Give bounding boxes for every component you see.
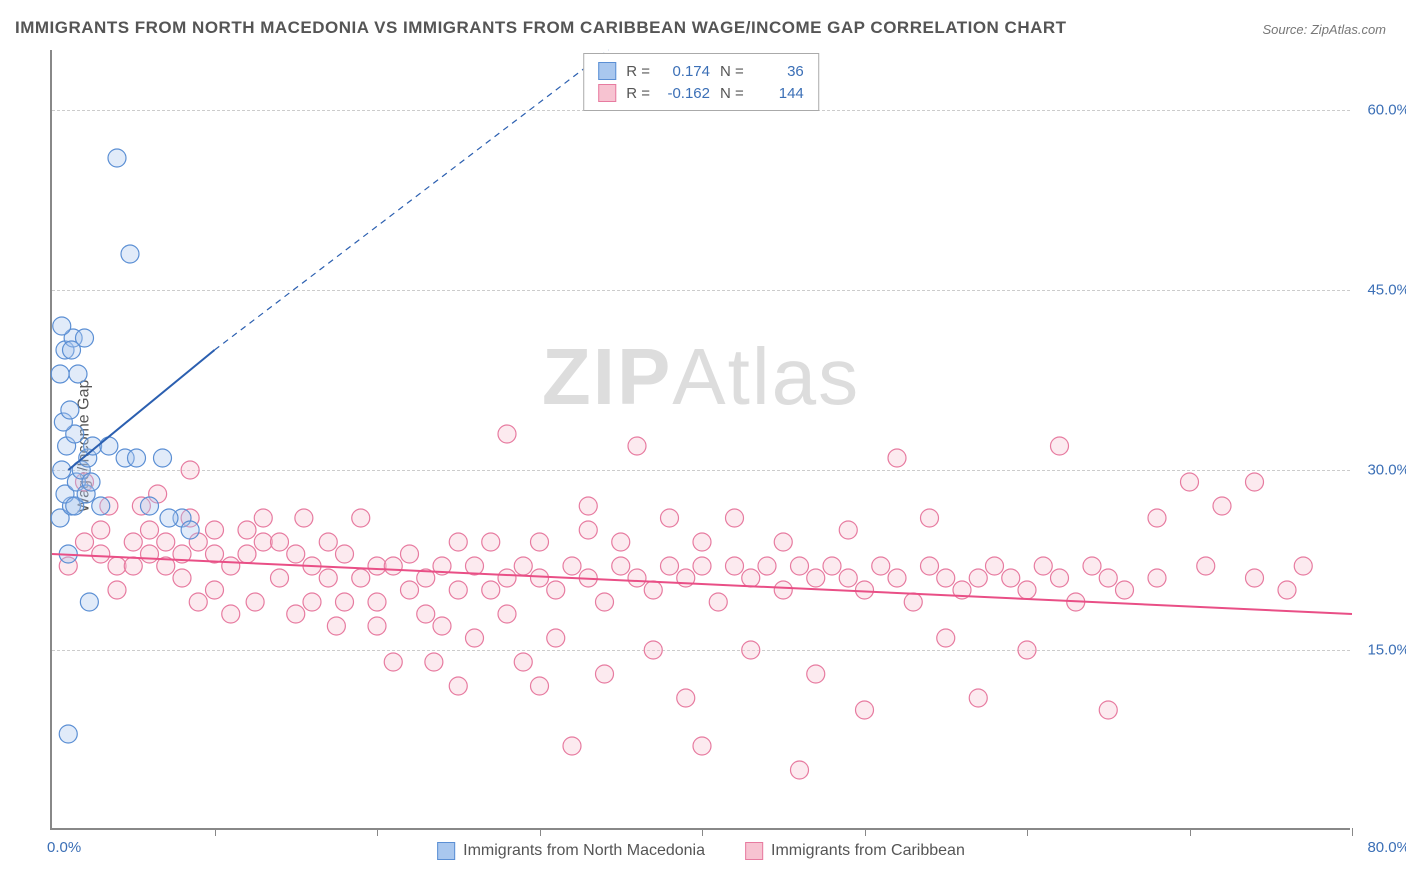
stats-row-blue: R = 0.174 N = 36 xyxy=(598,60,804,82)
source-attribution: Source: ZipAtlas.com xyxy=(1262,22,1386,37)
plot-area: ZIPAtlas R = 0.174 N = 36 R = -0.162 N =… xyxy=(50,50,1350,830)
legend-swatch-blue xyxy=(598,62,616,80)
chart-title: IMMIGRANTS FROM NORTH MACEDONIA VS IMMIG… xyxy=(15,18,1067,38)
legend-item-blue: Immigrants from North Macedonia xyxy=(437,842,705,860)
x-axis-max-label: 80.0% xyxy=(1367,839,1406,856)
chart-container: IMMIGRANTS FROM NORTH MACEDONIA VS IMMIG… xyxy=(0,0,1406,892)
series-legend: Immigrants from North Macedonia Immigran… xyxy=(437,842,965,860)
scatter-plot xyxy=(52,50,1350,828)
legend-swatch-blue-icon xyxy=(437,842,455,860)
stats-row-pink: R = -0.162 N = 144 xyxy=(598,82,804,104)
legend-swatch-pink-icon xyxy=(745,842,763,860)
legend-item-pink: Immigrants from Caribbean xyxy=(745,842,965,860)
legend-swatch-pink xyxy=(598,84,616,102)
correlation-stats-box: R = 0.174 N = 36 R = -0.162 N = 144 xyxy=(583,53,819,111)
x-axis-min-label: 0.0% xyxy=(47,839,81,856)
